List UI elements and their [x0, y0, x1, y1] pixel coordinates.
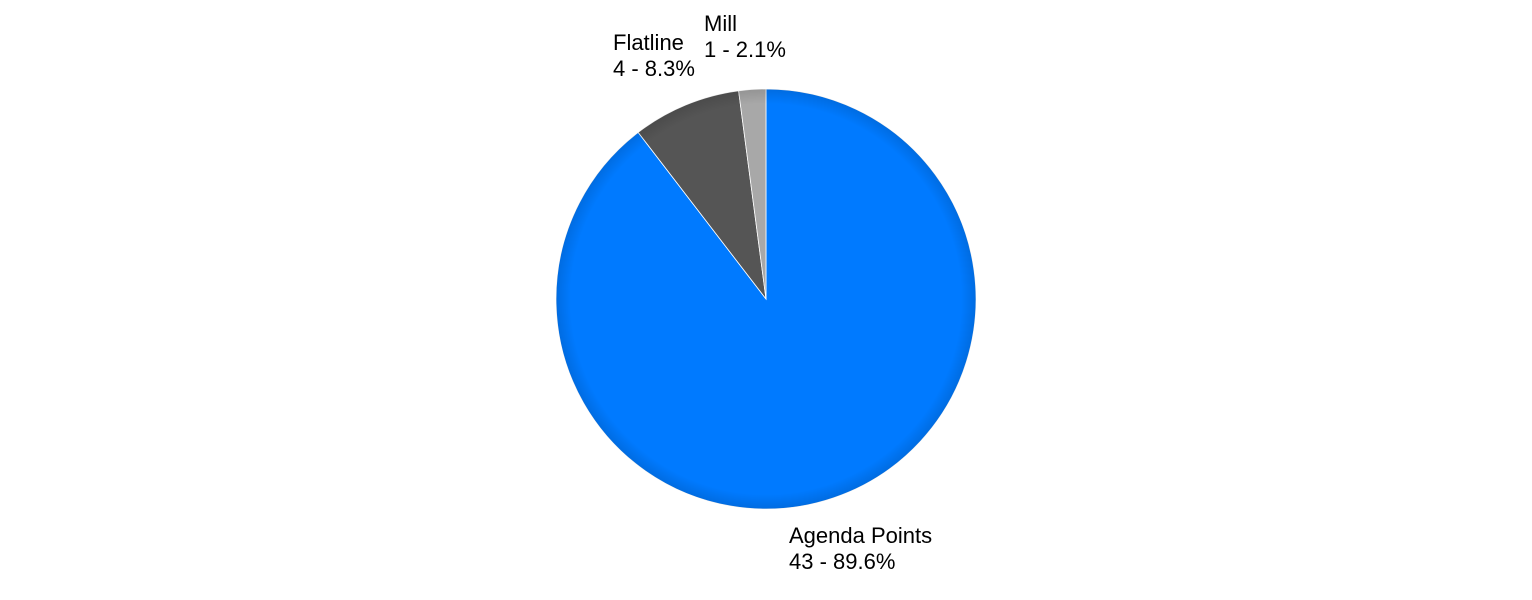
- slice-label-value-agenda-points: 43 - 89.6%: [789, 549, 895, 574]
- slice-label-flatline: Flatline 4 - 8.3%: [613, 30, 695, 81]
- slice-label-name-flatline: Flatline: [613, 30, 684, 55]
- pie-slices: [555, 88, 977, 510]
- slice-label-value-flatline: 4 - 8.3%: [613, 56, 695, 81]
- pie-labels: Agenda Points 43 - 89.6%Flatline 4 - 8.3%M…: [613, 11, 932, 574]
- slice-label-value-mill: 1 - 2.1%: [704, 37, 786, 62]
- slice-label-name-agenda-points: Agenda Points: [789, 523, 932, 548]
- slice-label-name-mill: Mill: [704, 11, 737, 36]
- slice-label-mill: Mill 1 - 2.1%: [704, 11, 786, 62]
- slice-label-agenda-points: Agenda Points 43 - 89.6%: [789, 523, 932, 574]
